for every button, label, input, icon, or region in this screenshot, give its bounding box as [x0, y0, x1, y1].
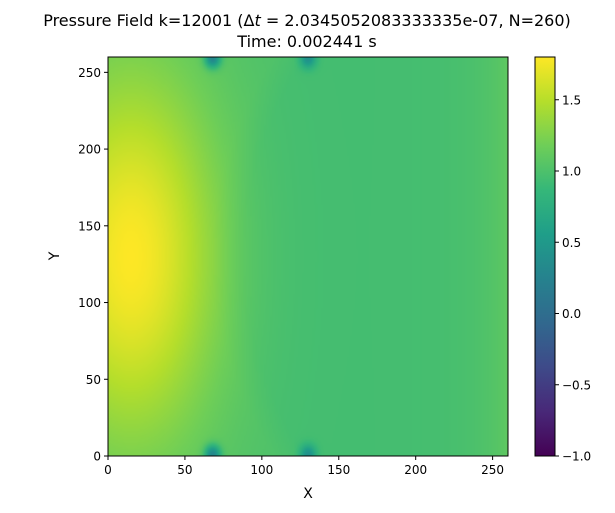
colorbar: 1.5 1.0 0.5 0.0 −0.5 −1.0	[535, 57, 591, 464]
x-tick-label: 250	[481, 463, 504, 477]
x-tick-label: 150	[327, 463, 350, 477]
x-tick-label: 100	[250, 463, 273, 477]
x-tick-label: 50	[177, 463, 192, 477]
colorbar-tick-label: 1.0	[562, 165, 581, 179]
colorbar-tick-label: 0.0	[562, 307, 581, 321]
chart-title: Pressure Field k=12001 (Δt = 2.034505208…	[43, 11, 571, 30]
y-axis-ticks: 0 50 100 150 200 250	[78, 66, 108, 464]
y-tick-label: 0	[93, 450, 101, 464]
colorbar-tick-label: −0.5	[562, 378, 591, 392]
y-tick-label: 100	[78, 296, 101, 310]
colorbar-tick-label: 1.5	[562, 93, 581, 107]
y-tick-label: 50	[86, 373, 101, 387]
colorbar-gradient	[535, 57, 555, 456]
y-tick-label: 250	[78, 66, 101, 80]
colorbar-ticks: 1.5 1.0 0.5 0.0 −0.5 −1.0	[555, 93, 591, 463]
x-axis-ticks: 0 50 100 150 200 250	[104, 456, 504, 477]
chart-subtitle: Time: 0.002441 s	[236, 32, 376, 51]
y-tick-label: 150	[78, 219, 101, 233]
y-tick-label: 200	[78, 143, 101, 157]
x-tick-label: 0	[104, 463, 112, 477]
pressure-field-image	[108, 57, 508, 456]
colorbar-tick-label: −1.0	[562, 450, 591, 464]
y-axis-label: Y	[47, 251, 63, 261]
heatmap-plot-area	[108, 57, 508, 456]
colorbar-tick-label: 0.5	[562, 236, 581, 250]
x-tick-label: 200	[404, 463, 427, 477]
x-axis-label: X	[303, 486, 313, 502]
